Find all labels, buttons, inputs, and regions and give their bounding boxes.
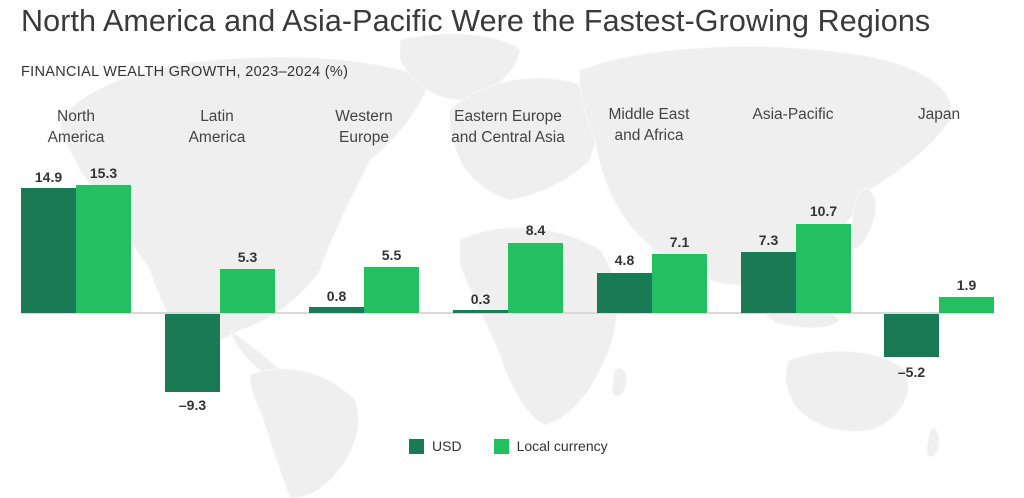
legend-swatch-usd	[409, 438, 424, 454]
value-label-local: 8.4	[525, 222, 546, 238]
legend-item-usd: USD	[409, 438, 462, 454]
value-label-local: 1.9	[956, 277, 977, 293]
bar-local-eastern-europe-central-asia	[508, 243, 563, 313]
legend-item-local-currency: Local currency	[493, 438, 608, 454]
chart-legend: USD Local currency	[409, 438, 640, 454]
region-label-asia-pacific: Asia-Pacific	[752, 106, 834, 123]
region-label-north-america: North America	[47, 108, 105, 146]
value-label-local: 7.1	[669, 234, 690, 250]
bar-usd-japan	[884, 314, 939, 357]
region-label-eastern-europe-central-asia: Eastern Europe and Central Asia	[451, 108, 565, 146]
value-label-usd: 4.8	[614, 252, 635, 268]
region-label-latin-america: Latin America	[188, 108, 246, 146]
bar-local-latin-america	[220, 269, 275, 313]
bar-usd-asia-pacific	[741, 252, 796, 313]
value-label-usd: 7.3	[758, 232, 779, 248]
value-label-local: 5.5	[381, 247, 402, 263]
bar-usd-western-europe	[309, 307, 364, 313]
bar-local-western-europe	[364, 267, 419, 313]
region-label-middle-east-africa: Middle East and Africa	[608, 106, 690, 144]
region-label-japan: Japan	[917, 106, 961, 123]
legend-label-usd: USD	[432, 438, 462, 454]
bar-usd-eastern-europe-central-asia	[453, 310, 508, 313]
value-label-usd: 0.3	[470, 291, 491, 307]
bar-local-asia-pacific	[796, 224, 851, 313]
value-label-usd: –5.2	[897, 364, 926, 380]
value-label-local: 15.3	[89, 165, 118, 181]
bar-usd-latin-america	[165, 314, 220, 392]
legend-swatch-local-currency	[493, 438, 509, 454]
value-label-local: 10.7	[809, 203, 838, 219]
bar-local-north-america	[76, 185, 131, 313]
value-label-local: 5.3	[237, 249, 258, 265]
zero-baseline	[21, 312, 994, 314]
value-label-usd: 14.9	[34, 169, 63, 185]
bar-usd-middle-east-africa	[597, 273, 652, 313]
value-label-usd: 0.8	[326, 288, 347, 304]
region-label-western-europe: Western Europe	[335, 108, 393, 146]
chart-subtitle: FINANCIAL WEALTH GROWTH, 2023–2024 (%)	[21, 64, 349, 80]
bar-local-japan	[939, 297, 994, 313]
legend-label-local-currency: Local currency	[516, 438, 608, 454]
bar-usd-north-america	[21, 188, 76, 313]
value-label-usd: –9.3	[178, 397, 207, 413]
chart-title: North America and Asia-Pacific Were the …	[21, 4, 931, 38]
bar-local-middle-east-africa	[652, 254, 707, 313]
